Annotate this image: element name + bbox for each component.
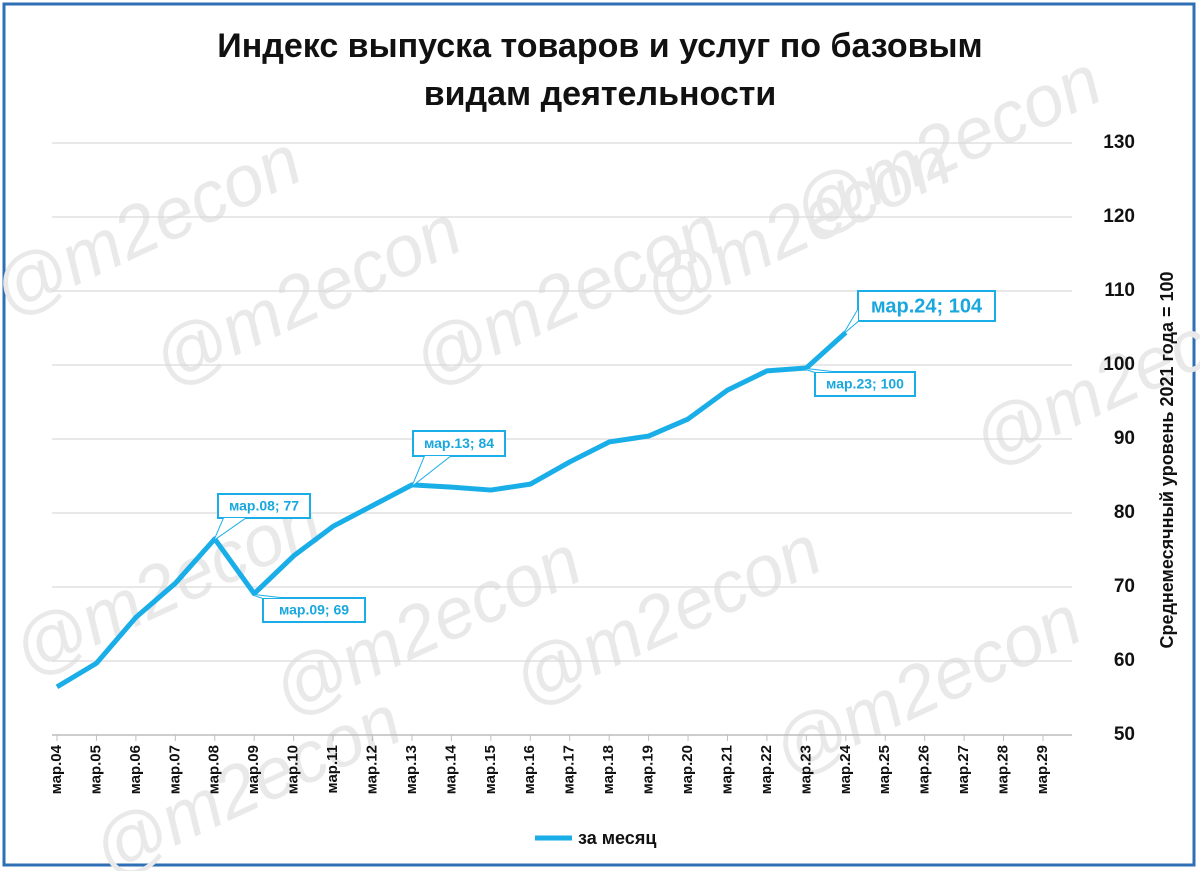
x-tick-label: мар.10: [285, 745, 302, 794]
callout-box: [217, 493, 311, 519]
callout-join: [215, 518, 245, 539]
x-tick-label: мар.09: [245, 745, 262, 794]
callout-box: [262, 597, 366, 623]
y-tick-label: 50: [1114, 724, 1135, 745]
x-tick-label: мар.28: [995, 745, 1012, 794]
y-tick-label: 130: [1103, 132, 1135, 153]
x-tick-label: мар.14: [442, 744, 459, 794]
x-tick-label: мар.15: [482, 745, 499, 794]
data-line: [55, 330, 848, 690]
legend-label: за месяц: [578, 828, 656, 848]
callout-join: [413, 456, 450, 485]
x-tick-label: мар.18: [600, 745, 617, 794]
annotation: мар.23; 100: [826, 376, 904, 392]
callout-box: [412, 430, 506, 457]
x-tick-label: мар.25: [876, 745, 893, 794]
y-tick-label: 120: [1103, 206, 1135, 227]
annotation: мар.13; 84: [424, 435, 494, 451]
x-tick-label: мар.05: [87, 745, 104, 794]
x-tick-label: мар.24: [837, 744, 854, 794]
x-tick-label: мар.04: [48, 744, 65, 794]
x-tick-label: мар.19: [640, 745, 657, 794]
y-tick-label: 80: [1114, 502, 1135, 523]
callout-box: [857, 290, 996, 322]
annotation: мар.24; 104: [871, 295, 983, 317]
x-tick-label: мар.12: [363, 745, 380, 794]
y-tick-label: 60: [1114, 650, 1135, 671]
callout-box: [814, 371, 916, 397]
annotation: мар.09; 69: [279, 602, 349, 618]
x-tick-label: мар.08: [206, 745, 223, 794]
y-tick-label: 100: [1103, 354, 1135, 375]
x-tick-label: мар.07: [166, 745, 183, 794]
x-tick-label: мар.11: [324, 745, 341, 793]
callout-join: [806, 369, 832, 372]
y-tick-label: 90: [1114, 428, 1135, 449]
x-tick-label: мар.26: [916, 745, 933, 794]
x-tick-label: мар.23: [797, 745, 814, 794]
annotation: мар.08; 77: [229, 498, 299, 514]
y-tick-label: 110: [1104, 280, 1135, 301]
x-tick-label: мар.16: [521, 745, 538, 794]
x-tick-label: мар.22: [758, 745, 775, 794]
x-tick-label: мар.13: [403, 745, 420, 794]
x-tick-label: мар.21: [718, 745, 735, 794]
x-tick-label: мар.29: [1034, 745, 1051, 794]
y-axis-label: Среднемесячный уровень 2021 года = 100: [1157, 271, 1177, 648]
callout-join: [845, 310, 858, 332]
x-tick-label: мар.20: [679, 745, 696, 794]
x-tick-label: мар.27: [955, 745, 972, 794]
x-tick-label: мар.17: [561, 745, 578, 794]
callout-join: [254, 595, 280, 598]
y-tick-label: 70: [1114, 576, 1135, 597]
x-tick-label: мар.06: [127, 745, 144, 794]
chart-title: Индекс выпуска товаров и услуг по базовы…: [217, 27, 983, 113]
